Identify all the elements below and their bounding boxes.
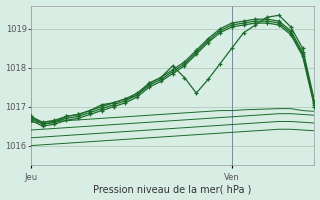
X-axis label: Pression niveau de la mer( hPa ): Pression niveau de la mer( hPa ) <box>93 184 252 194</box>
